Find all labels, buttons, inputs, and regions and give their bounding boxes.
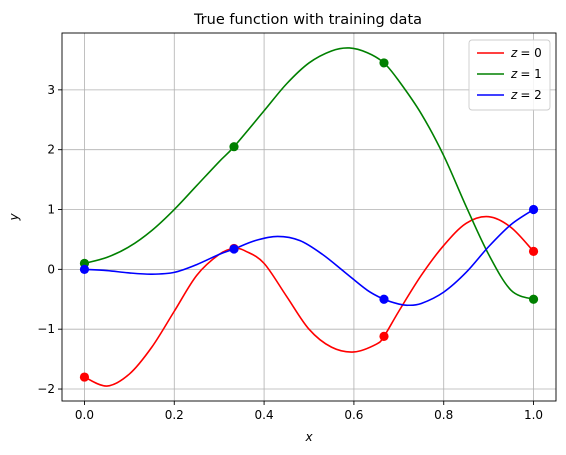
series-line-z2 bbox=[84, 208, 534, 307]
training-point-z2 bbox=[79, 264, 90, 274]
x-axis-label: x bbox=[304, 430, 313, 444]
x-axis: 0.0 0.2 0.4 0.6 0.8 1.0 bbox=[75, 401, 543, 422]
training-point-z0 bbox=[379, 331, 389, 341]
training-point-z0 bbox=[528, 246, 539, 257]
training-point-z1 bbox=[528, 294, 539, 304]
x-tick-label: 0.2 bbox=[165, 408, 184, 422]
plot-area bbox=[79, 47, 539, 387]
training-point-z0 bbox=[79, 372, 90, 382]
x-tick-label: 0.6 bbox=[344, 408, 363, 422]
training-point-z1 bbox=[229, 142, 239, 152]
legend-label-z2: z = 2 bbox=[510, 88, 542, 102]
y-tick-label: −1 bbox=[37, 322, 55, 336]
x-tick-label: 0.8 bbox=[434, 408, 453, 422]
chart-title: True function with training data bbox=[193, 12, 422, 28]
training-point-z2 bbox=[379, 294, 389, 304]
legend: z = 0 z = 1 z = 2 bbox=[468, 39, 551, 111]
plot-frame bbox=[61, 32, 557, 402]
x-tick-label: 1.0 bbox=[524, 408, 543, 422]
y-tick-label: 2 bbox=[47, 143, 55, 157]
y-tick-label: −2 bbox=[37, 382, 55, 396]
y-tick-label: 1 bbox=[47, 203, 55, 217]
y-axis-label: y bbox=[7, 213, 21, 222]
x-tick-label: 0.4 bbox=[255, 408, 274, 422]
legend-box bbox=[468, 39, 551, 111]
y-tick-label: 3 bbox=[47, 83, 55, 97]
legend-label-z1: z = 1 bbox=[510, 67, 542, 81]
training-point-z1 bbox=[379, 58, 389, 68]
y-tick-label: 0 bbox=[47, 262, 55, 276]
legend-label-z0: z = 0 bbox=[510, 46, 542, 60]
training-point-z2 bbox=[229, 244, 239, 254]
series-line-z1 bbox=[84, 47, 534, 301]
y-axis: −2 −1 0 1 2 3 bbox=[37, 83, 62, 396]
x-tick-label: 0.0 bbox=[75, 408, 94, 422]
training-point-z2 bbox=[528, 204, 539, 215]
series-line-z0 bbox=[84, 215, 535, 387]
